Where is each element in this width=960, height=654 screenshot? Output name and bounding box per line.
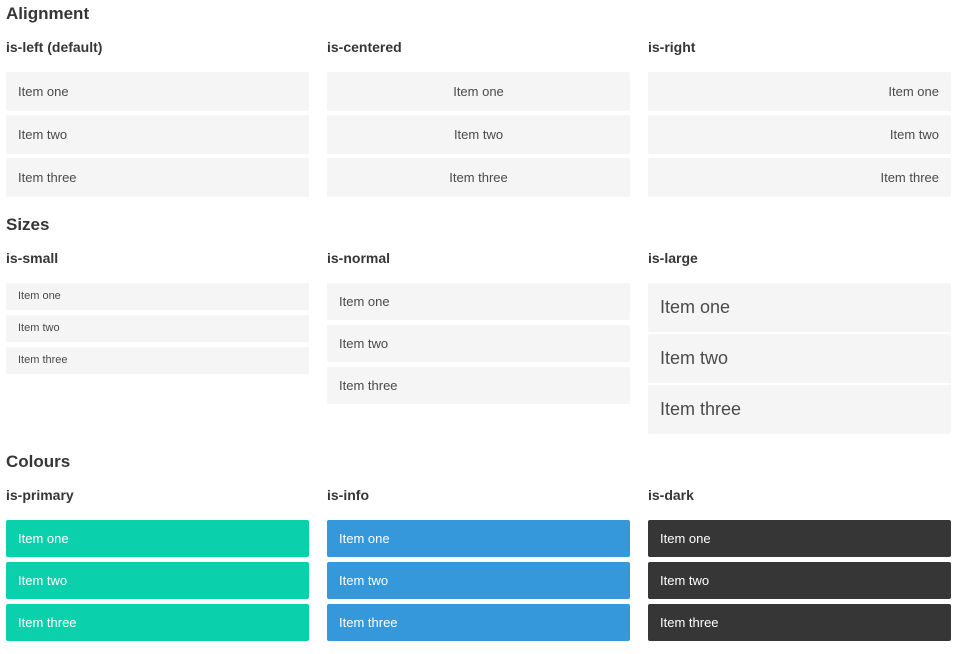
list-size-small: Item one Item two Item three: [6, 283, 309, 374]
list-align-left: Item one Item two Item three: [6, 72, 309, 197]
list-item: Item one: [6, 520, 309, 557]
column-heading: is-large: [648, 250, 698, 266]
column-is-dark: is-dark Item one Item two Item three: [648, 488, 951, 641]
list-item: Item one: [327, 283, 630, 320]
alignment-columns: is-left (default) Item one Item two Item…: [6, 40, 951, 197]
section-title: Sizes: [6, 215, 50, 234]
column-is-left-default: is-left (default) Item one Item two Item…: [6, 40, 309, 197]
list-item: Item one: [648, 283, 951, 332]
list-item: Item three: [648, 604, 951, 641]
list-color-info: Item one Item two Item three: [327, 520, 630, 641]
list-item: Item two: [327, 115, 630, 154]
list-item: Item one: [648, 72, 951, 111]
list-item: Item three: [6, 604, 309, 641]
list-item: Item three: [327, 158, 630, 197]
section-title: Colours: [6, 452, 71, 471]
list-item: Item two: [327, 562, 630, 599]
sizes-columns: is-small Item one Item two Item three is…: [6, 251, 951, 434]
list-item: Item three: [6, 347, 309, 374]
column-heading: is-dark: [648, 487, 694, 503]
colours-columns: is-primary Item one Item two Item three …: [6, 488, 951, 641]
list-item: Item two: [6, 315, 309, 342]
list-size-normal: Item one Item two Item three: [327, 283, 630, 404]
column-is-centered: is-centered Item one Item two Item three: [327, 40, 630, 197]
list-item: Item one: [327, 520, 630, 557]
column-is-normal: is-normal Item one Item two Item three: [327, 251, 630, 434]
column-is-info: is-info Item one Item two Item three: [327, 488, 630, 641]
column-heading: is-info: [327, 487, 369, 503]
section-sizes: Sizes is-small Item one Item two Item th…: [6, 216, 951, 434]
section-alignment: Alignment is-left (default) Item one Ite…: [6, 5, 951, 197]
column-heading: is-small: [6, 250, 59, 266]
list-color-primary: Item one Item two Item three: [6, 520, 309, 641]
column-is-large: is-large Item one Item two Item three: [648, 251, 951, 434]
list-item: Item one: [6, 283, 309, 310]
list-item: Item one: [327, 72, 630, 111]
list-item: Item three: [327, 604, 630, 641]
list-item: Item two: [6, 562, 309, 599]
list-item: Item three: [648, 385, 951, 434]
list-align-centered: Item one Item two Item three: [327, 72, 630, 197]
column-heading: is-normal: [327, 250, 391, 266]
column-heading: is-right: [648, 39, 696, 55]
list-item: Item three: [6, 158, 309, 197]
section-title: Alignment: [6, 4, 90, 23]
list-item: Item one: [648, 520, 951, 557]
list-align-right: Item one Item two Item three: [648, 72, 951, 197]
column-heading: is-centered: [327, 39, 402, 55]
column-heading: is-primary: [6, 487, 74, 503]
list-size-large: Item one Item two Item three: [648, 283, 951, 434]
column-is-primary: is-primary Item one Item two Item three: [6, 488, 309, 641]
list-item: Item two: [648, 334, 951, 383]
list-color-dark: Item one Item two Item three: [648, 520, 951, 641]
list-item: Item two: [6, 115, 309, 154]
column-is-right: is-right Item one Item two Item three: [648, 40, 951, 197]
column-heading: is-left (default): [6, 39, 103, 55]
list-item: Item two: [648, 115, 951, 154]
column-is-small: is-small Item one Item two Item three: [6, 251, 309, 434]
list-item: Item two: [648, 562, 951, 599]
list-item: Item one: [6, 72, 309, 111]
section-colours: Colours is-primary Item one Item two Ite…: [6, 453, 951, 641]
list-item: Item two: [327, 325, 630, 362]
list-item: Item three: [648, 158, 951, 197]
list-item: Item three: [327, 367, 630, 404]
